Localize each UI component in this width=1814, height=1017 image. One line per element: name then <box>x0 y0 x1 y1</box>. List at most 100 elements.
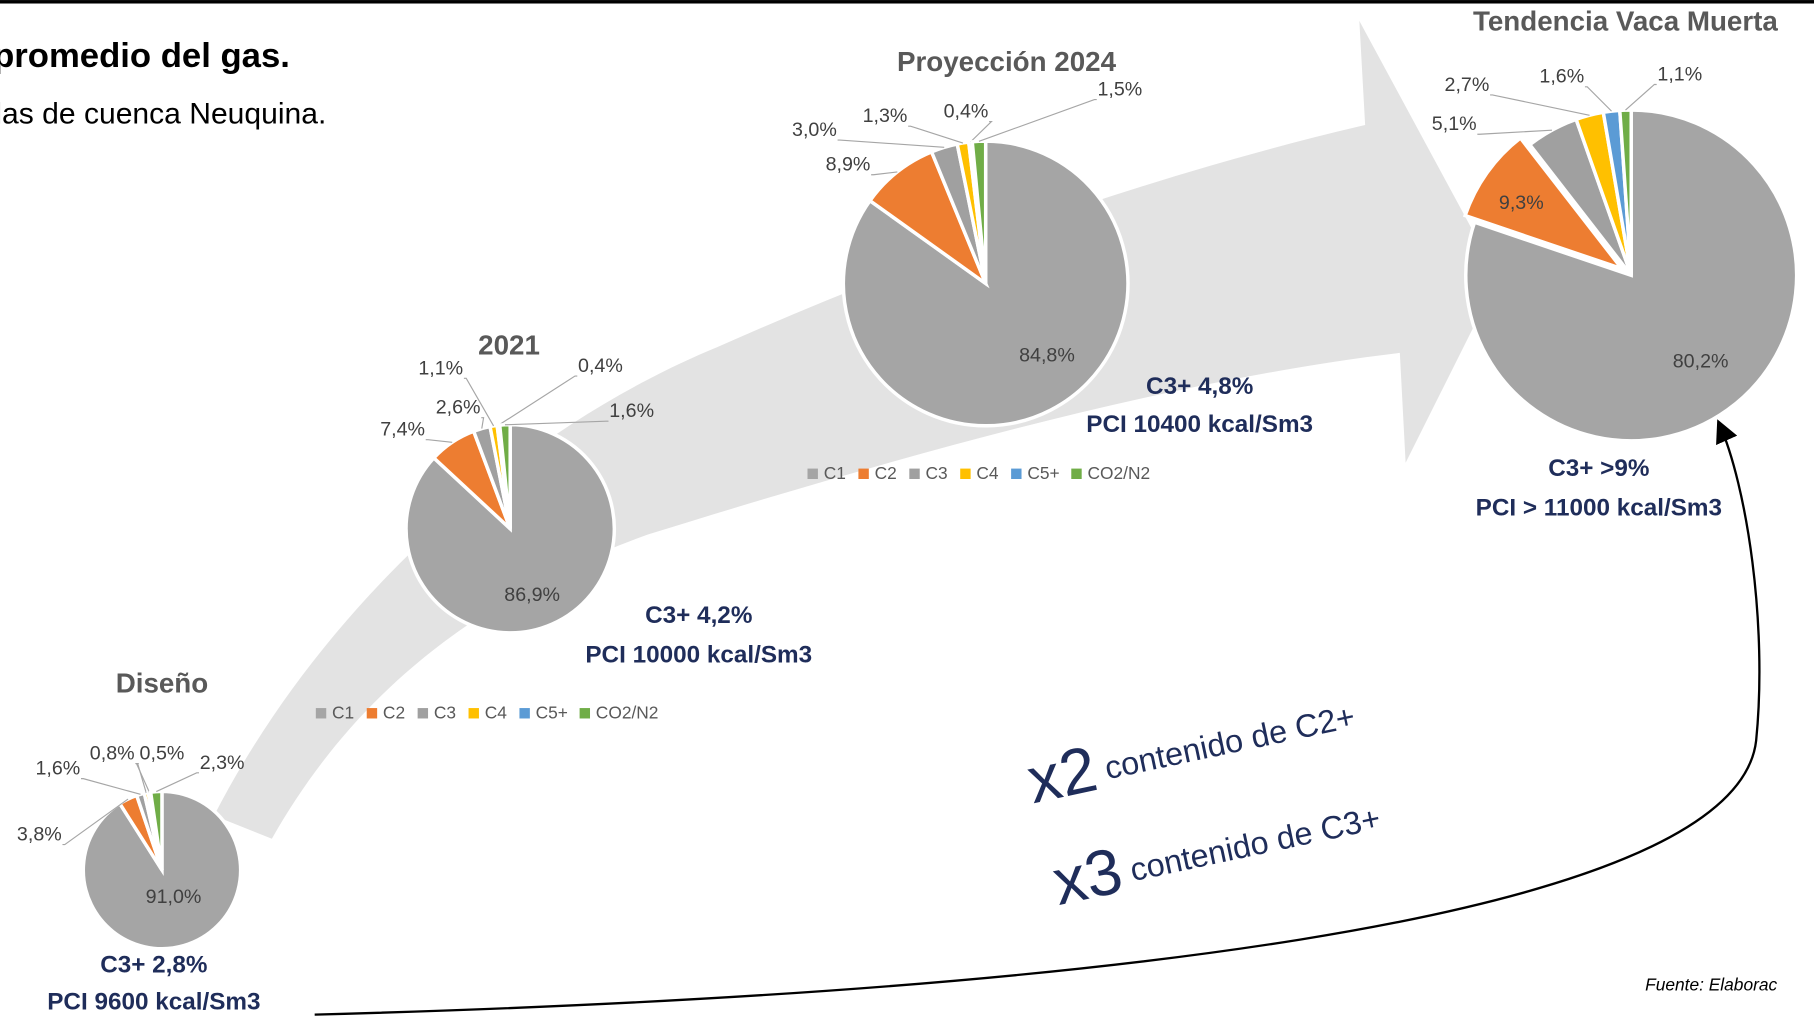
top-border <box>0 0 1814 4</box>
annotation: C3+ >9% <box>1548 455 1649 482</box>
annotation: PCI 9600 kcal/Sm3 <box>47 988 260 1015</box>
leader-line <box>908 125 964 144</box>
leader-line <box>498 375 578 426</box>
leader-line <box>970 120 993 143</box>
data-label: 8,9% <box>826 154 871 176</box>
pie-slice <box>148 789 164 871</box>
leader-line <box>156 772 199 793</box>
data-label: 1,1% <box>418 357 463 379</box>
legend-swatch <box>519 708 530 719</box>
data-label: 9,3% <box>1499 192 1544 214</box>
legend-label: C3 <box>434 702 456 722</box>
leader-line <box>978 98 1097 142</box>
legend-label: C4 <box>485 702 508 722</box>
data-label: 0,8% <box>90 743 135 765</box>
legend-label: CO2/N2 <box>1087 463 1150 483</box>
pie-slice <box>1617 108 1633 276</box>
leader-line <box>62 798 129 846</box>
pie-slice <box>404 422 617 635</box>
legend-swatch <box>315 708 327 719</box>
data-label: 1,6% <box>609 400 654 422</box>
annotation: PCI 10400 kcal/Sm3 <box>1086 411 1313 438</box>
pie-chart: Tendencia Vaca Muerta 80,2% 9,3% 5,1% 2,7% 1,… <box>1432 6 1799 522</box>
data-label: 5,1% <box>1432 113 1477 135</box>
data-label: 0,4% <box>578 355 623 377</box>
leader-line <box>1477 129 1553 135</box>
leader-line <box>504 420 609 426</box>
leader-line <box>1625 83 1657 111</box>
leader-line <box>837 139 945 148</box>
comparison-arrow <box>314 419 1761 1016</box>
legend-swatch <box>858 468 869 479</box>
svg-text:x2contenido de C2+: x2contenido de C2+ <box>1021 677 1361 818</box>
pie-slice <box>841 139 1130 428</box>
x2-note: x2contenido de C2+ <box>1021 677 1361 818</box>
legend-label: C3 <box>926 463 948 483</box>
data-label: 86,9% <box>504 584 560 606</box>
source: Fuente: Elaborac <box>1645 974 1777 994</box>
data-label: 84,8% <box>1019 345 1075 367</box>
data-label: 0,4% <box>944 100 989 122</box>
data-label: 2,6% <box>436 397 481 419</box>
data-label: 1,3% <box>863 105 908 127</box>
legend-label: C2 <box>383 702 405 722</box>
legend-label: CO2/N2 <box>596 702 659 722</box>
data-label: 1,6% <box>35 758 80 780</box>
x2: x2 <box>1021 732 1103 818</box>
leader-line <box>80 778 141 795</box>
chart-title: Diseño <box>116 667 209 698</box>
annotation: C3+ 2,8% <box>100 951 207 978</box>
leader-line <box>135 763 147 794</box>
data-label: 1,5% <box>1097 78 1142 100</box>
legend-swatch <box>960 468 971 479</box>
data-label: 3,8% <box>17 824 62 846</box>
data-label: 2,3% <box>200 752 245 774</box>
leader-line <box>871 171 898 176</box>
legend-swatch <box>366 708 378 719</box>
legend-swatch <box>468 708 479 719</box>
pie-chart: Diseño 91,0% 3,8% 1,6% 0,8% 0,5% 2,3% C3+ 2,8% P… <box>17 667 261 1015</box>
legend-swatch <box>909 468 920 479</box>
leader-line <box>425 439 453 443</box>
chart-title: Tendencia Vaca Muerta <box>1473 6 1778 37</box>
data-label: 91,0% <box>146 886 202 908</box>
pie-slice <box>1464 108 1799 443</box>
x3-text: contenido de C3+ <box>1127 799 1384 887</box>
legend-label: C2 <box>875 463 897 483</box>
legend-label: C5+ <box>1027 463 1059 483</box>
legend-label: C1 <box>824 463 846 483</box>
data-label: 1,1% <box>1657 63 1702 85</box>
chart-title: Proyección 2024 <box>897 46 1117 77</box>
legend-swatch <box>1011 468 1022 479</box>
data-label: 7,4% <box>380 419 425 441</box>
pie-chart: 2021 86,9% 7,4% 2,6% 1,1% 0,4% 1,6% C3+ 4,2% PCI… <box>315 329 812 722</box>
slide-subtitle: las de cuenca Neuquina. <box>0 98 326 131</box>
annotation: C3+ 4,2% <box>645 602 752 629</box>
x2-text: contenido de C2+ <box>1101 698 1358 786</box>
leader-line <box>463 377 495 427</box>
legend-swatch <box>417 708 429 719</box>
legend-label: C1 <box>332 702 354 722</box>
legend-label: C5+ <box>536 702 568 722</box>
data-label: 2,7% <box>1445 74 1490 96</box>
slide-title: promedio del gas. <box>0 37 290 75</box>
pie-slice <box>970 139 988 284</box>
leader-line <box>135 763 150 793</box>
data-label: 0,5% <box>140 743 185 765</box>
legend-swatch <box>579 708 591 719</box>
leader-line <box>1584 86 1612 112</box>
leader-line <box>1490 94 1590 116</box>
data-label: 1,6% <box>1539 66 1584 88</box>
leader-line <box>481 417 485 429</box>
annotation: PCI > 11000 kcal/Sm3 <box>1476 495 1722 522</box>
annotation: C3+ 4,8% <box>1146 373 1253 400</box>
legend-swatch <box>1071 468 1082 479</box>
trend-arrow <box>214 20 1499 839</box>
data-label: 80,2% <box>1673 350 1729 372</box>
chart-title: 2021 <box>478 329 540 360</box>
x3: x3 <box>1046 833 1128 919</box>
legend-label: C4 <box>976 463 999 483</box>
legend-swatch <box>807 468 818 479</box>
